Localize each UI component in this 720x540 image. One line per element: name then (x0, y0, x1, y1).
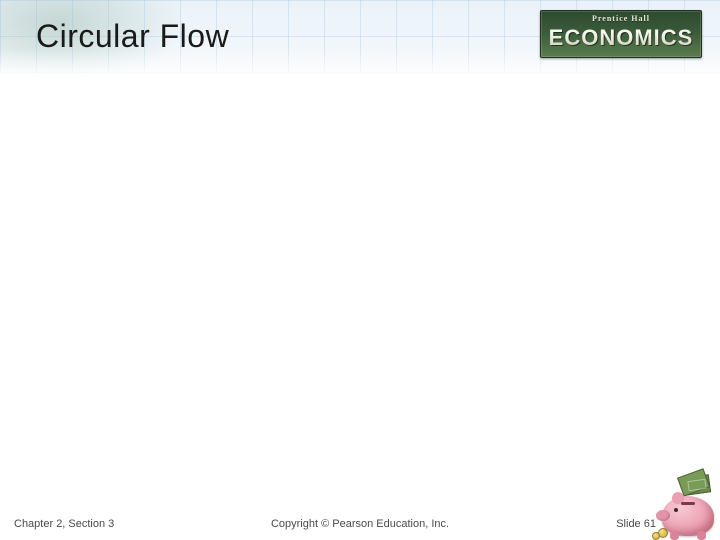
slide-title: Circular Flow (36, 18, 229, 55)
money-bills-icon (683, 474, 711, 495)
piggy-eye (674, 508, 678, 512)
copyright-label: Copyright © Pearson Education, Inc. (0, 518, 720, 530)
footer: Chapter 2, Section 3 Copyright © Pearson… (0, 510, 720, 540)
piggy-bank-icon (652, 476, 716, 538)
coin-icon (652, 532, 660, 540)
piggy-leg (697, 531, 706, 540)
piggy-leg (670, 531, 679, 540)
textbook-logo: Prentice Hall ECONOMICS ECONOMICS (540, 10, 702, 58)
logo-publisher-text: Prentice Hall (541, 14, 701, 23)
slide-number-label: Slide 61 (616, 518, 656, 530)
slide-prefix: Slide (616, 518, 644, 530)
piggy-body-icon (662, 496, 714, 536)
logo-main-text: ECONOMICS (541, 25, 701, 51)
piggy-slot (681, 502, 695, 505)
slide-container: Circular Flow Prentice Hall ECONOMICS EC… (0, 0, 720, 540)
